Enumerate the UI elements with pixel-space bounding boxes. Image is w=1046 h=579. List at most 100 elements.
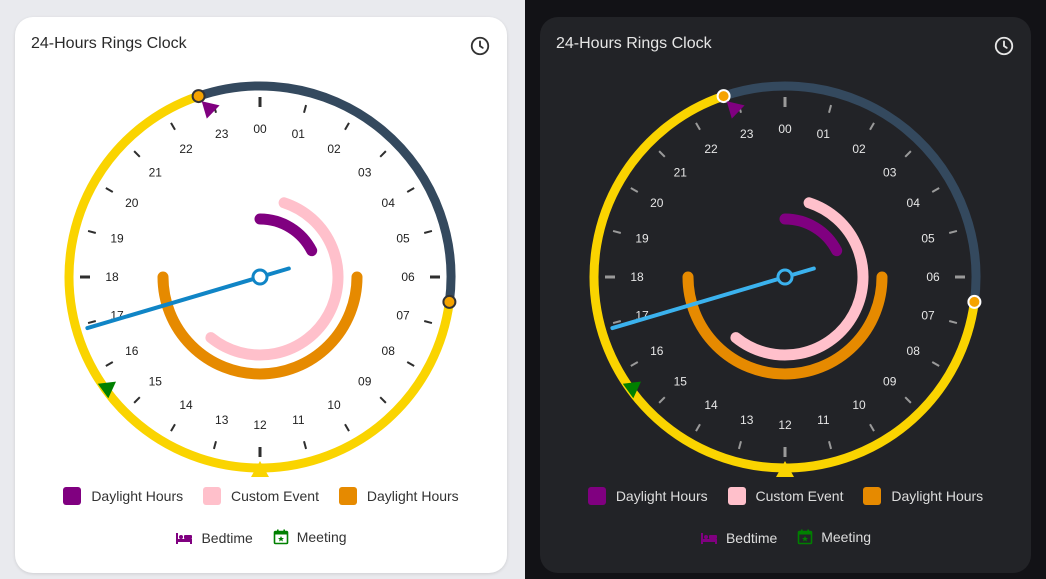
hour-tick <box>630 187 639 193</box>
hour-label-01: 01 <box>817 127 831 141</box>
sunset-marker <box>191 89 206 104</box>
clock-hand-pivot <box>776 268 794 286</box>
ring-daylight-purple <box>779 213 843 257</box>
hour-label-08: 08 <box>907 344 921 358</box>
hour-tick <box>133 396 141 404</box>
hour-tick <box>612 229 622 234</box>
hour-tick <box>170 423 176 432</box>
clock-hand-pivot <box>251 268 269 286</box>
hour-tick <box>658 396 666 404</box>
bed-icon <box>176 533 193 544</box>
meeting-marker <box>622 381 641 399</box>
noon-marker <box>251 461 269 477</box>
hour-label-07: 07 <box>921 308 935 322</box>
hour-label-09: 09 <box>883 375 897 389</box>
calendar-star-icon <box>797 529 813 545</box>
bed-icon <box>700 533 717 544</box>
clock-icon[interactable] <box>993 35 1015 57</box>
sunrise-marker <box>967 294 982 309</box>
hour-label-05: 05 <box>396 232 410 246</box>
hour-tick <box>212 440 217 450</box>
hour-label-23: 23 <box>215 127 229 141</box>
day-ring-arc <box>64 91 454 473</box>
hour-label-16: 16 <box>650 344 664 358</box>
hour-label-04: 04 <box>382 196 396 210</box>
hour-label-11: 11 <box>292 413 305 427</box>
hour-label-14: 14 <box>179 398 193 412</box>
hour-label-10: 10 <box>852 398 866 412</box>
hour-tick <box>869 122 875 131</box>
hour-label-00: 00 <box>253 122 267 136</box>
legend-item-daylight-orange[interactable]: Daylight Hours <box>863 487 983 505</box>
ring-daylight-purple <box>254 213 318 257</box>
hour-label-06: 06 <box>401 270 415 284</box>
hour-label-22: 22 <box>704 142 718 156</box>
hour-label-02: 02 <box>327 142 341 156</box>
hour-tick <box>948 320 958 325</box>
bedtime-marker <box>201 101 220 119</box>
hour-tick <box>170 122 176 131</box>
hour-tick <box>737 440 742 450</box>
day-ring-arc <box>589 91 979 473</box>
night-ring-arc <box>197 81 456 303</box>
hour-tick <box>105 187 114 193</box>
hour-label-04: 04 <box>907 196 921 210</box>
hour-label-20: 20 <box>125 196 139 210</box>
hour-tick <box>423 320 433 325</box>
dark-theme-panel: 24-Hours Rings Clock 00 01 02 03 04 05 06 07 08 0… <box>525 0 1046 579</box>
noon-marker <box>776 461 794 477</box>
rings-clock-face: 00 01020304050607080910111213141516171819… <box>589 81 982 477</box>
legend-event-bedtime[interactable]: Bedtime <box>175 530 253 546</box>
hour-tick <box>344 122 350 131</box>
hour-label-09: 09 <box>358 375 372 389</box>
hour-label-08: 08 <box>382 344 396 358</box>
hour-label-05: 05 <box>921 232 935 246</box>
hour-label-22: 22 <box>179 142 193 156</box>
meeting-marker <box>97 381 116 399</box>
hour-label-10: 10 <box>327 398 341 412</box>
hour-label-15: 15 <box>149 375 163 389</box>
hour-tick <box>931 187 940 193</box>
legend-event-meeting[interactable]: Meeting <box>273 529 347 545</box>
legend-item-daylight-orange[interactable]: Daylight Hours <box>338 487 459 505</box>
hour-tick <box>406 361 415 367</box>
hour-tick <box>695 122 701 131</box>
rings-legend: Daylight Hours Custom Event Daylight Hou… <box>15 487 507 508</box>
hour-tick <box>828 104 833 114</box>
card-title: 24-Hours Rings Clock <box>556 35 712 52</box>
legend-event-bedtime[interactable]: Bedtime <box>700 530 777 546</box>
ring-custom-event <box>205 197 344 361</box>
hour-tick <box>658 150 666 158</box>
card-title: 24-Hours Rings Clock <box>31 35 187 52</box>
hour-tick <box>904 150 912 158</box>
legend-item-custom-event[interactable]: Custom Event <box>727 487 843 505</box>
ring-custom-event <box>730 197 869 361</box>
hour-label-11: 11 <box>817 413 830 427</box>
sunrise-marker <box>442 294 457 309</box>
clock-icon[interactable] <box>469 35 491 57</box>
hour-label-21: 21 <box>674 165 688 179</box>
legend-item-daylight-purple[interactable]: Daylight Hours <box>587 487 708 505</box>
hour-label-16: 16 <box>125 344 139 358</box>
hour-label-18: 18 <box>105 270 119 284</box>
ring-daylight-orange <box>157 271 363 380</box>
hour-tick <box>379 150 387 158</box>
hour-tick <box>87 229 97 234</box>
hour-tick <box>931 361 940 367</box>
legend-item-custom-event[interactable]: Custom Event <box>203 487 319 505</box>
events-legend: Bedtime Meeting <box>15 529 507 548</box>
hour-tick <box>828 440 833 450</box>
events-legend: Bedtime Meeting <box>540 529 1031 548</box>
hour-tick <box>105 361 114 367</box>
legend-event-meeting[interactable]: Meeting <box>797 529 871 545</box>
hour-label-23: 23 <box>740 127 754 141</box>
hour-label-20: 20 <box>650 196 664 210</box>
hour-tick <box>948 229 958 234</box>
hour-tick <box>303 440 308 450</box>
hour-label-13: 13 <box>215 413 229 427</box>
hour-label-00: 00 <box>778 122 792 136</box>
hour-tick <box>612 320 622 325</box>
hour-label-18: 18 <box>630 270 644 284</box>
hour-tick <box>87 320 97 325</box>
legend-item-daylight-purple[interactable]: Daylight Hours <box>63 487 183 505</box>
